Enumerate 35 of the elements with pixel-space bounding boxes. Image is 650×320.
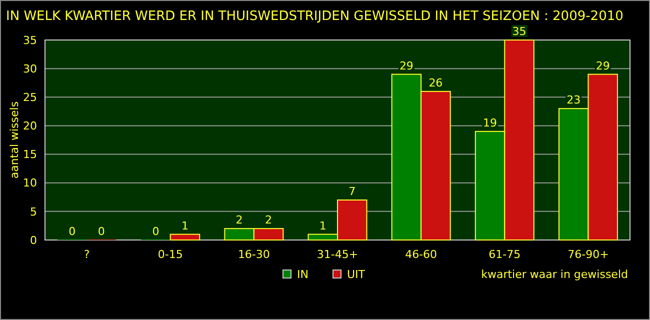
legend-label: IN [297,268,308,281]
data-label: 1 [319,219,326,232]
y-tick-label: 10 [23,176,37,190]
y-tick-label: 35 [23,34,37,47]
y-tick-label: 5 [30,205,37,218]
data-label: 35 [512,25,526,38]
x-tick-label: 46-60 [405,248,438,261]
legend-label: UIT [347,268,366,281]
data-label: 23 [566,94,581,107]
chart-title: IN WELK KWARTIER WERD ER IN THUISWEDSTRIJDEN GEWISSELD IN HET SEIZOEN : 2009-2010 [6,9,624,24]
y-axis-title: aantal wissels [8,101,21,179]
data-label: 19 [483,116,498,130]
data-label: 1 [181,219,188,232]
data-label: 0 [68,225,76,238]
data-label: 0 [98,225,105,238]
data-label: 2 [236,214,243,227]
x-tick-label: 0-15 [158,248,183,261]
y-tick-label: 25 [23,90,37,104]
data-label: 29 [596,59,610,72]
y-tick-label: 30 [23,62,37,76]
bar [170,234,200,240]
x-tick-label: 31-45+ [316,248,358,261]
data-label: 2 [265,214,272,227]
data-label: 26 [428,76,443,90]
data-label: 0 [152,225,160,238]
x-tick-label: 16-30 [238,248,270,261]
y-tick-label: 15 [23,148,37,162]
x-tick-label: 76-90+ [568,248,609,261]
x-tick-label: ? [84,248,90,261]
x-tick-label: 61-75 [488,248,521,261]
y-tick-label: 20 [23,120,37,133]
data-label: 29 [399,59,414,72]
x-axis-title: kwartier waar in gewisseld [481,268,628,281]
y-tick-label: 0 [30,234,37,247]
data-label: 7 [348,185,356,198]
